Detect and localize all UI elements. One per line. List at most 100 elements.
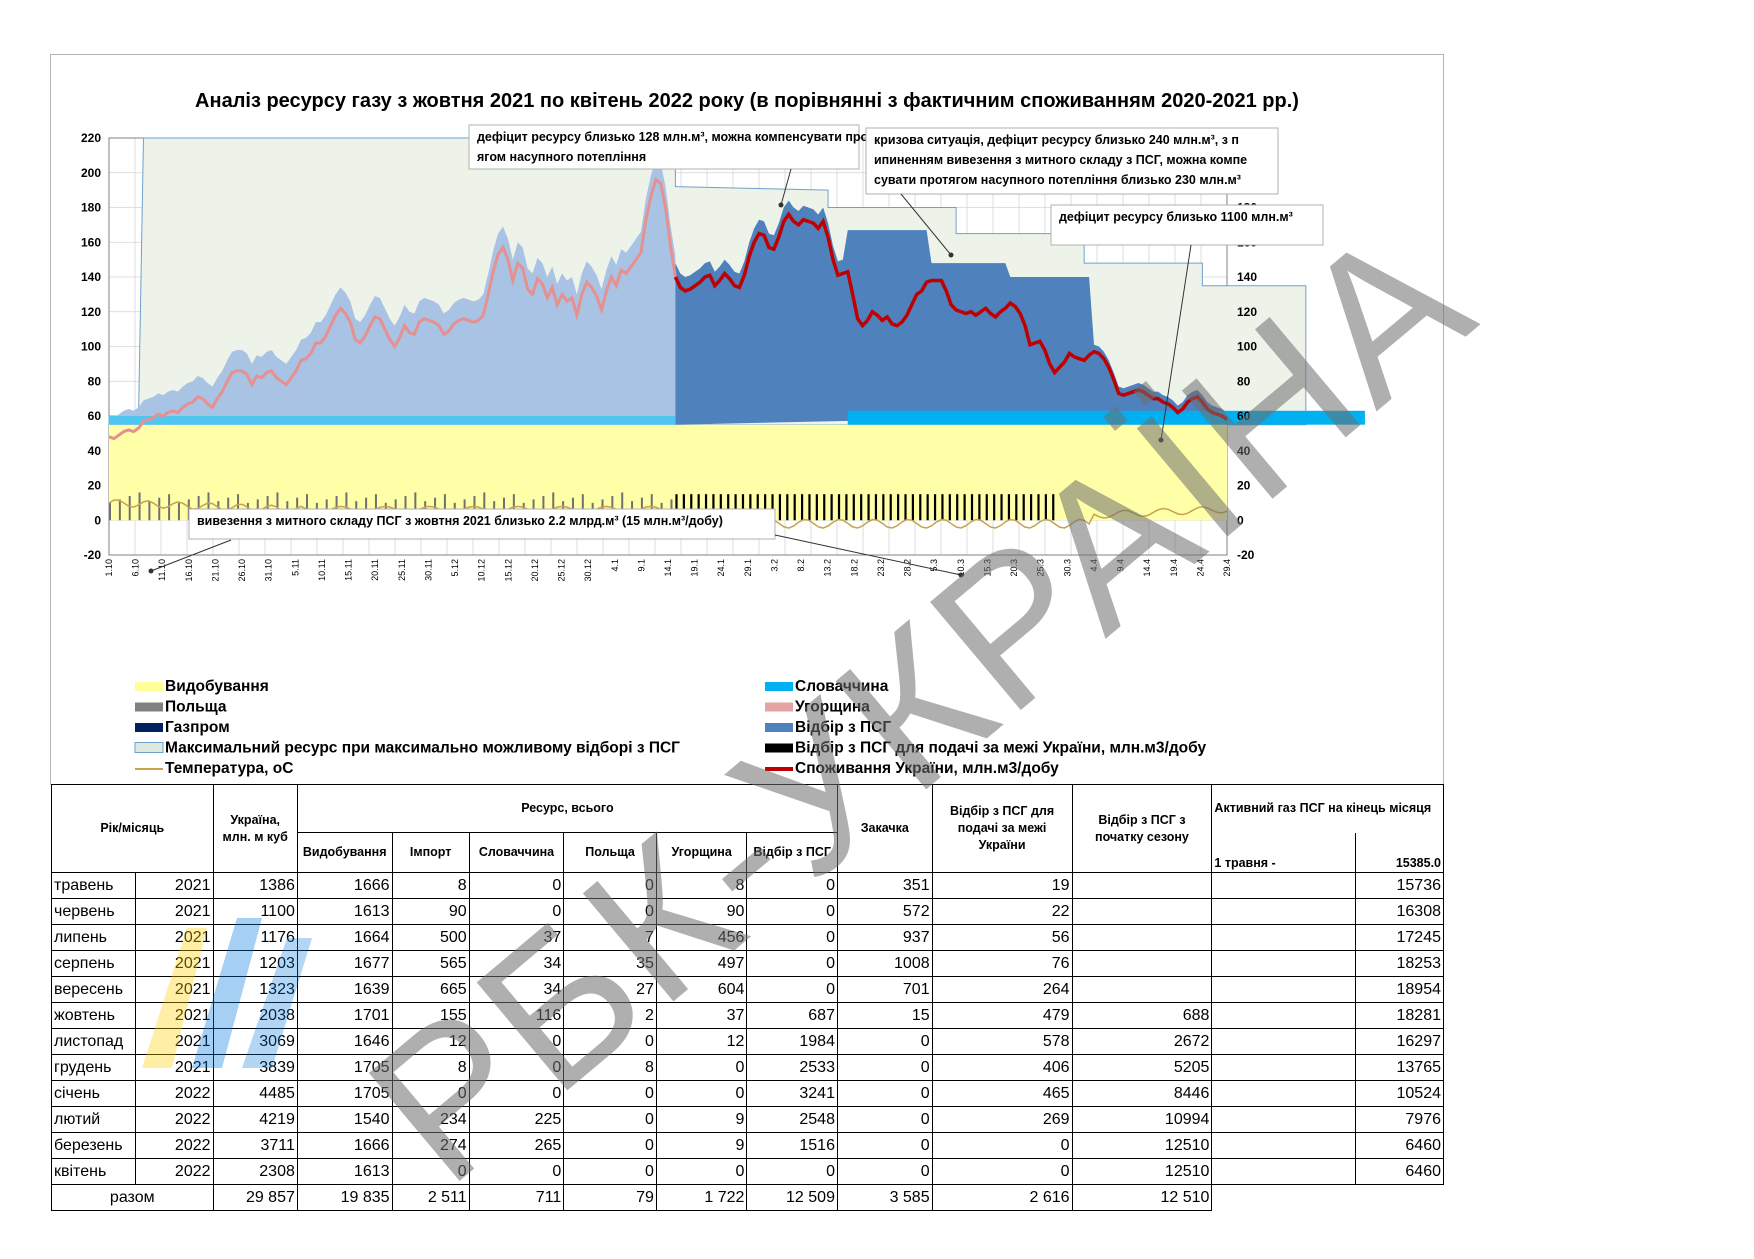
x-tick: 25.3: [1036, 559, 1046, 577]
y-tick-left: -20: [84, 548, 102, 562]
bar-export-current: [897, 494, 900, 521]
bar-export-previous: [542, 495, 545, 521]
y-tick-left: 120: [81, 305, 101, 319]
legend-label: Відбір з ПСГ: [795, 719, 891, 736]
arrow-head: [948, 252, 954, 258]
table-cell: 16308: [1355, 898, 1444, 925]
legend: Видобування Польща Газпром Максимальний рес…: [134, 678, 1207, 777]
table-cell: 1540: [296, 1106, 393, 1133]
table-cell: 2022: [135, 1132, 214, 1159]
x-tick: 31.10: [264, 559, 274, 582]
totals-cell: 3 585: [836, 1184, 933, 1211]
table-cell: 22: [931, 898, 1073, 925]
x-tick: 20.12: [530, 559, 540, 582]
legend-swatch: [135, 682, 163, 691]
bar-export-current: [970, 494, 974, 521]
table-cell: 701: [836, 976, 933, 1003]
legend-label: Максимальний ресурс при максимально можл…: [165, 740, 680, 757]
table-cell: травень: [50, 872, 137, 899]
table-cell: [1071, 924, 1213, 951]
header-active-gas: Активний газ ПСГ на кінець місяця: [1211, 784, 1444, 833]
bar-export-current: [874, 494, 878, 521]
header-withdrawal: Відбір з ПСГ: [746, 832, 838, 873]
table-row: вересень 2021 1323 1639 665 34 27 604 0 701 264 189…: [50, 976, 1444, 1003]
table-cell: 0: [836, 1132, 933, 1159]
table-cell: 4219: [212, 1106, 298, 1133]
table-cell: 155: [391, 1002, 470, 1029]
bar-export-current: [919, 494, 922, 521]
table-cell: 2021: [135, 976, 214, 1003]
y-tick-right: -20: [1237, 548, 1255, 562]
annotation-text: дефіцит ресурсу близько 1100 млн.м³: [1059, 210, 1293, 224]
table-cell: 90: [391, 898, 470, 925]
table-cell: 0: [836, 1080, 933, 1107]
table-cell: 578: [931, 1028, 1073, 1055]
legend-swatch: [765, 743, 793, 753]
table-cell: 688: [1071, 1002, 1213, 1029]
table-cell: 1100: [212, 898, 298, 925]
annotation-text: кризова ситуація, дефіцит ресурсу близьк…: [874, 133, 1239, 147]
table-cell: 15: [836, 1002, 933, 1029]
table-cell: 565: [391, 950, 470, 977]
table-cell: 15736: [1355, 872, 1444, 899]
bar-export-current: [756, 494, 759, 521]
bar-export-current: [786, 494, 789, 521]
bar-export-previous: [335, 495, 338, 521]
x-tick: 1.10: [104, 559, 114, 577]
table-cell: 116: [468, 1002, 565, 1029]
legend-label: Газпром: [165, 719, 230, 736]
x-tick: 19.4: [1169, 559, 1179, 577]
table-cell: 8: [655, 872, 748, 899]
table-cell: 0: [931, 1158, 1073, 1185]
y-tick-left: 0: [94, 513, 101, 527]
table-cell: 225: [468, 1106, 565, 1133]
table-cell: 0: [468, 1158, 565, 1185]
annotation-layer: дефіцит ресурсу близько 128 млн.м³, можн…: [148, 124, 1324, 578]
totals-cell: 29 857: [212, 1184, 298, 1211]
bar-export-current: [764, 494, 767, 521]
arrow-head: [1158, 437, 1164, 443]
table-cell: 7976: [1355, 1106, 1444, 1133]
bar-export-current: [926, 494, 929, 521]
bar-export-current: [867, 494, 870, 521]
table-cell: 2022: [135, 1080, 214, 1107]
bar-export-current: [978, 494, 981, 521]
legend-label: Відбір з ПСГ для подачі за межі України,…: [795, 740, 1207, 757]
table-cell: 2021: [135, 1028, 214, 1055]
bar-export-previous: [404, 495, 407, 521]
x-tick: 5.3: [929, 559, 939, 572]
table-cell: 0: [931, 1132, 1073, 1159]
annotation-arrow: [150, 539, 232, 572]
table-cell: 0: [836, 1054, 933, 1081]
chart-frame: Аналіз ресурсу газу з жовтня 2021 по кві…: [50, 54, 1444, 785]
header-poland: Польща: [563, 832, 657, 873]
table-cell: липень: [50, 924, 137, 951]
table-row: жовтень 2021 2038 1701 155 116 2 37 687 15 479 688 1…: [50, 1002, 1444, 1029]
table-cell: 12: [655, 1028, 748, 1055]
table-cell: 37: [468, 924, 565, 951]
bar-export-previous: [109, 502, 111, 521]
bar-export-current: [808, 494, 811, 521]
y-tick-left: 20: [88, 479, 102, 493]
arrow-head: [148, 568, 154, 574]
table-cell: 9: [655, 1132, 748, 1159]
annotation-text: сувати протягом насупного потепління бли…: [874, 173, 1241, 187]
totals-row: разом 29 857 19 835 2 511 711 79 1 722 12 509 3 …: [51, 1184, 1444, 1211]
x-tick: 9.4: [1116, 559, 1126, 572]
y-tick-right: 140: [1237, 270, 1257, 284]
annotation-text: ягом насупного потепління: [477, 150, 646, 164]
bar-export-current: [727, 494, 730, 521]
line-consumption-previous: [108, 177, 677, 441]
x-tick: 26.10: [237, 559, 247, 582]
area-production: [109, 424, 1227, 521]
table-cell: 2021: [135, 898, 214, 925]
table-cell: 1666: [296, 1132, 393, 1159]
table-cell: 0: [746, 1158, 838, 1185]
totals-cell: 79: [563, 1184, 657, 1211]
table-cell: 265: [468, 1132, 565, 1159]
bar-export-previous: [128, 495, 131, 521]
header-injection: Закачка: [836, 784, 933, 873]
bar-export-current: [1007, 494, 1011, 521]
y-tick-left: 140: [81, 270, 101, 284]
x-tick: 30.3: [1062, 559, 1072, 577]
